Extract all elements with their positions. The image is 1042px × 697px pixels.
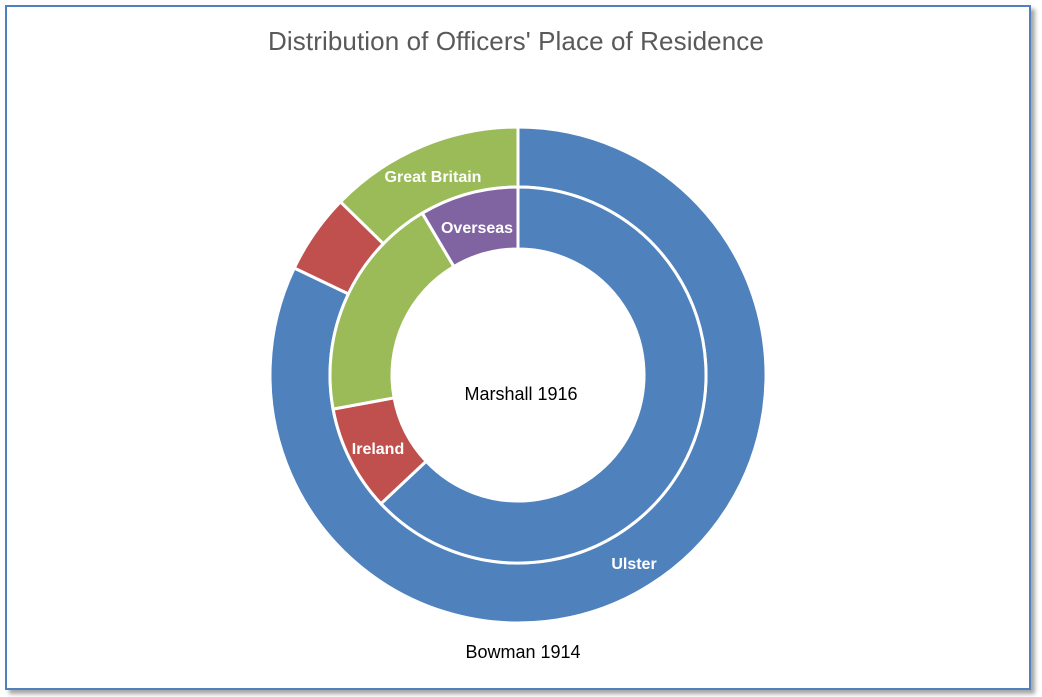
label-ulster-outer: Ulster — [611, 556, 656, 573]
inner-series-label: Marshall 1916 — [464, 384, 577, 404]
segment-inner-overseas — [420, 185, 520, 269]
outer-series-label: Bowman 1914 — [465, 642, 580, 662]
chart-title: Distribution of Officers' Place of Resid… — [268, 26, 764, 56]
label-great-britain-outer: Great Britain — [385, 169, 482, 186]
segment-inner-ulster — [378, 185, 708, 565]
label-ireland-inner: Ireland — [352, 441, 404, 458]
doughnut-rings — [268, 125, 768, 625]
label-overseas-inner: Overseas — [441, 220, 513, 237]
